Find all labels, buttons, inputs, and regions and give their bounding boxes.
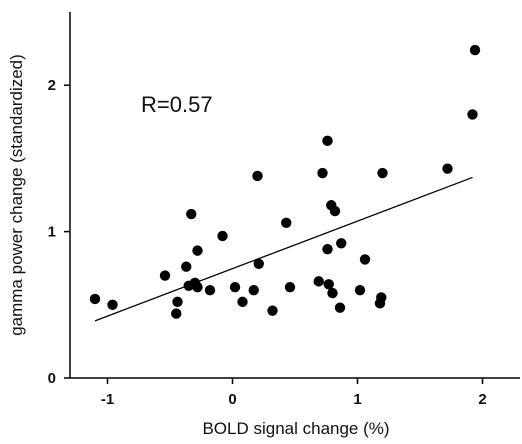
data-point <box>171 308 182 319</box>
data-point <box>172 296 183 308</box>
data-point <box>107 299 118 310</box>
data-point <box>192 282 203 293</box>
data-point <box>354 284 366 296</box>
data-point <box>186 208 197 220</box>
data-point <box>336 238 347 249</box>
data-point <box>237 296 248 308</box>
data-point <box>204 284 216 296</box>
data-point <box>89 293 101 305</box>
x-tick-label: 2 <box>478 391 486 408</box>
data-point <box>313 276 324 287</box>
data-point <box>252 170 263 182</box>
y-tick-label: 1 <box>48 224 56 241</box>
data-point <box>317 167 328 179</box>
data-point <box>267 305 278 316</box>
regression-line <box>94 176 473 322</box>
data-point <box>329 205 341 217</box>
data-point <box>469 44 481 56</box>
data-point <box>377 167 388 179</box>
data-point <box>248 284 259 296</box>
x-tick-label: -1 <box>101 391 114 408</box>
data-point <box>322 135 333 147</box>
data-point <box>281 217 292 229</box>
data-point <box>322 243 333 255</box>
data-point <box>334 302 346 313</box>
y-tick-label: 2 <box>48 77 56 94</box>
data-point <box>467 109 478 120</box>
data-point <box>284 282 296 293</box>
y-axis-label: gamma power change (standardized) <box>7 54 26 336</box>
y-tick-label: 0 <box>48 370 56 387</box>
fit-line-layer <box>94 176 473 322</box>
x-ticks: -1 0 1 2 <box>101 378 487 408</box>
data-point <box>181 261 192 272</box>
data-point <box>192 245 203 256</box>
data-point <box>359 254 371 265</box>
data-point <box>229 282 241 293</box>
x-tick-label: 0 <box>228 391 236 408</box>
data-point <box>253 258 264 270</box>
x-axis-label: BOLD signal change (%) <box>202 419 389 438</box>
correlation-annotation: R=0.57 <box>141 92 213 117</box>
data-point <box>159 270 171 281</box>
y-ticks: 0 1 2 <box>48 77 70 387</box>
points-layer <box>89 44 481 319</box>
data-point <box>327 287 338 299</box>
axes <box>69 12 520 379</box>
data-point <box>442 163 453 174</box>
data-point <box>217 230 228 242</box>
data-point <box>376 292 387 303</box>
data-point <box>323 279 334 290</box>
x-tick-label: 1 <box>353 391 361 408</box>
